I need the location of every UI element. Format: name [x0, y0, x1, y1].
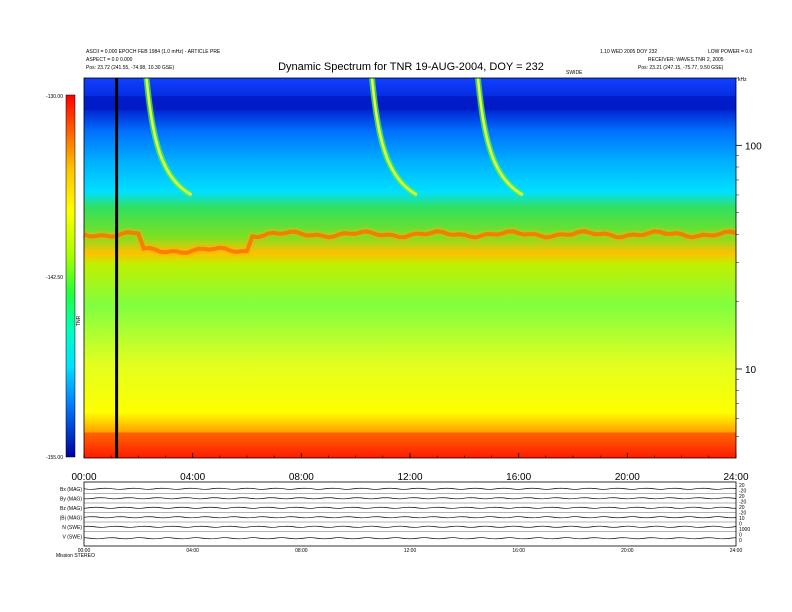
lower-panel-rows: Bx (MAG) By (MAG) Bz (MAG) |B| (MAG) N (SWE)…: [60, 487, 737, 540]
lower-row-trace: [83, 525, 737, 528]
header-right: 1.10 WED 2005 DOY 232 LOW POWER = 0.0 RE…: [600, 49, 753, 71]
lower-right-label: 20: [739, 505, 745, 511]
lower-x-tick-label: 16:00: [512, 548, 525, 554]
lower-x-tick-label: 24:00: [730, 548, 743, 554]
colorbar-max-label: -130.00: [46, 94, 63, 100]
header-right-line-4: Pos: 23.21 (247.15, -75.77, 9.50 GSE): [638, 65, 724, 71]
lower-row-label: V (SWE): [63, 534, 83, 540]
header-right-line-2: LOW POWER = 0.0: [708, 49, 753, 55]
lower-row-trace: [83, 506, 737, 509]
lower-row-trace: [84, 497, 737, 500]
x-axis: 00:00 04:00 08:00 12:00 16:00 20:00 24:00: [71, 453, 749, 483]
spectrogram-plot: [82, 77, 738, 459]
y-tick-label: 100: [745, 141, 762, 152]
lower-right-label: 20: [739, 483, 745, 489]
lower-x-tick-label: 12:00: [404, 548, 417, 554]
header-left: ASCII = 0.000 EPOCH FEB 1984 (1.0 mHz) -…: [86, 49, 221, 71]
lower-right-label: -20: [739, 500, 746, 506]
x-tick-label: 20:00: [615, 472, 640, 483]
lower-panel-x-axis: 00:00 04:00 08:00 12:00 16:00 20:00 24:00: [78, 548, 743, 554]
lower-panel: Bx (MAG) By (MAG) Bz (MAG) |B| (MAG) N (SWE)…: [56, 481, 750, 559]
lower-right-label: 0: [739, 538, 742, 544]
lower-x-tick-label: 08:00: [295, 548, 308, 554]
y-unit-label: kHz: [738, 77, 747, 83]
colorbar: [65, 94, 76, 458]
lower-row-label: N (SWE): [62, 525, 82, 531]
lower-right-label: 0: [739, 522, 742, 528]
lower-right-label: 10: [739, 516, 745, 522]
y-axis: 100 10: [736, 77, 762, 437]
lower-right-label: 0: [739, 533, 742, 539]
y-tick-label: 10: [745, 365, 757, 376]
strong-band-halo: [82, 226, 738, 258]
lower-x-tick-label: 04:00: [186, 548, 199, 554]
header-left-line-2: ASPECT = 0.0 0.000: [86, 57, 133, 63]
top-dark-band: [84, 96, 736, 110]
spectrogram-background: [84, 78, 736, 458]
colorbar-axis-label: TNR: [76, 315, 82, 326]
lower-right-label: 20: [739, 494, 745, 500]
type-iii-burst-core: [370, 77, 418, 197]
lower-row-label: Bz (MAG): [60, 506, 82, 512]
colorbar-mid-label: -142.50: [46, 275, 63, 281]
lower-right-label: -20: [739, 489, 746, 495]
lower-row-label: |B| (MAG): [60, 515, 82, 521]
type-iii-burst-core: [476, 77, 524, 197]
lower-row-label: Bx (MAG): [60, 487, 82, 493]
x-tick-label: 04:00: [180, 472, 205, 483]
type-iii-burst-core: [145, 77, 193, 197]
x-tick-label: 24:00: [723, 472, 748, 483]
lower-right-label: 1000: [739, 527, 750, 533]
header-left-line-1: ASCII = 0.000 EPOCH FEB 1984 (1.0 mHz) -…: [86, 49, 221, 55]
lower-right-label: -20: [739, 511, 746, 517]
lower-footer-label: Mission STEREO: [56, 553, 95, 559]
x-tick-label: 00:00: [71, 472, 96, 483]
strong-band: [83, 229, 737, 255]
header-right-line-1: 1.10 WED 2005 DOY 232: [600, 49, 657, 55]
lower-panel-frame: [83, 481, 737, 547]
x-tick-label: 16:00: [506, 472, 531, 483]
chart-title: Dynamic Spectrum for TNR 19-AUG-2004, DO…: [278, 61, 544, 73]
lower-row-trace: [83, 487, 737, 490]
colorbar-min-label: -155.00: [46, 455, 63, 461]
lower-x-tick-label: 00:00: [78, 548, 91, 554]
lower-x-tick-label: 20:00: [621, 548, 634, 554]
lower-row-label: By (MAG): [60, 496, 82, 502]
header-left-line-3: Pos: 23.72 (241.55, -74.98, 10.30 GSE): [86, 65, 174, 71]
x-tick-label: 12:00: [397, 472, 422, 483]
lower-row-trace: [83, 516, 737, 519]
header-right-line-3: RECEIVER: WAVES.TNR 2, 2005: [648, 57, 724, 63]
x-tick-label: 08:00: [289, 472, 314, 483]
lower-row-trace: [83, 537, 737, 540]
header-mid-right: SWIDE: [566, 70, 583, 76]
